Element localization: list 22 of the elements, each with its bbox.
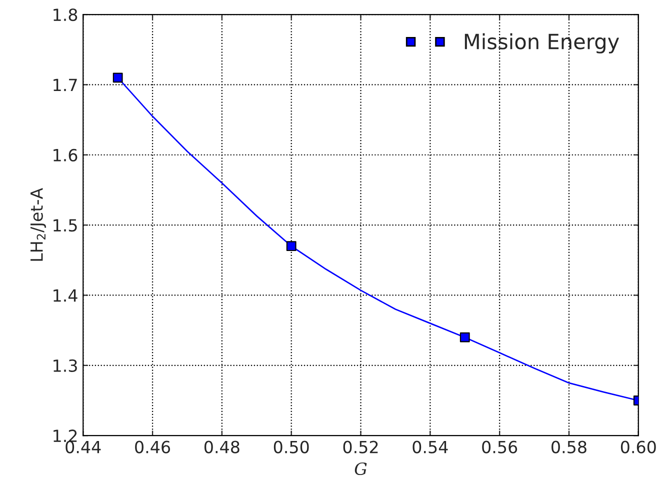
- x-tick-label: 0.44: [66, 440, 101, 454]
- x-tick-label: 0.60: [620, 440, 656, 454]
- point: [460, 332, 470, 342]
- x-tick-label: 0.50: [274, 440, 309, 454]
- x-tick-label: 0.46: [135, 440, 170, 454]
- y-tick-label: 1.5: [54, 219, 77, 232]
- x-tick-label: 0.56: [482, 440, 518, 454]
- x-tick-label: 0.54: [412, 440, 448, 454]
- y-tick-label: 1.3: [54, 359, 77, 372]
- x-tick-label: 0.48: [204, 440, 240, 454]
- y-tick-label: 1.7: [54, 78, 77, 92]
- x-tick-label: 0.52: [343, 440, 378, 454]
- legend-label: Mission Energy: [464, 33, 620, 54]
- y-tick-label: 1.4: [54, 289, 78, 302]
- point: [112, 72, 123, 83]
- x-axis-title: G: [354, 462, 367, 476]
- point: [286, 241, 296, 252]
- y-tick-label: 1.2: [54, 430, 77, 442]
- y-axis-title: LH$_{2}$/Jet-A: [30, 188, 46, 261]
- x-tick-label: 0.58: [552, 440, 586, 454]
- y-tick-label: 1.8: [54, 8, 78, 22]
- y-tick-label: 1.6: [54, 148, 78, 162]
